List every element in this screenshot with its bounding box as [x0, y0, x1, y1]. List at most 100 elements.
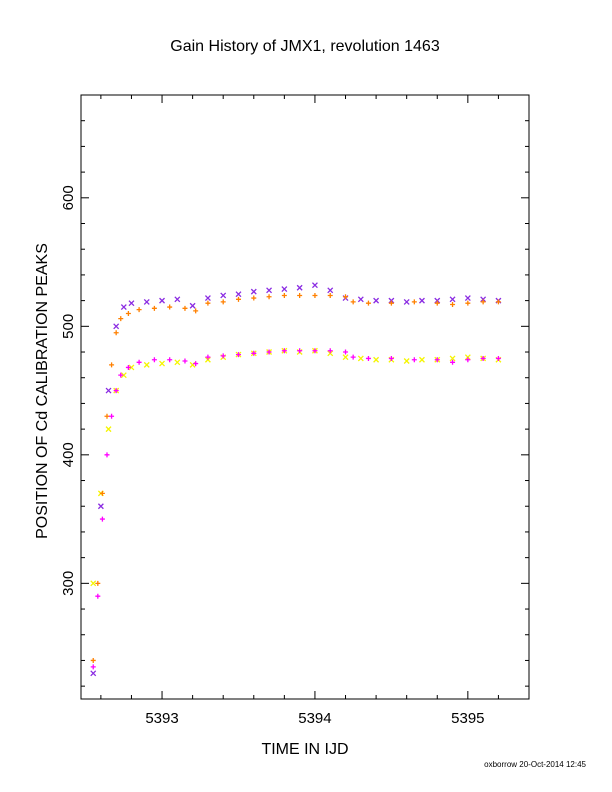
data-point [204, 295, 211, 302]
data-point [159, 360, 165, 367]
data-point [128, 300, 135, 307]
data-point [365, 355, 371, 361]
data-point [464, 295, 471, 302]
data-point [143, 298, 150, 305]
data-point [495, 355, 501, 361]
data-point [109, 413, 115, 419]
data-point [189, 302, 196, 309]
data-point [342, 354, 349, 361]
data-point [251, 295, 257, 301]
data-point [118, 316, 124, 322]
data-point [449, 355, 456, 362]
y-tick-label: 500 [60, 314, 77, 339]
data-point [281, 348, 287, 354]
data-point [99, 490, 105, 496]
data-point [388, 297, 395, 304]
data-point [297, 348, 303, 354]
data-point [464, 354, 471, 361]
data-point [343, 294, 349, 300]
data-point [312, 292, 318, 298]
data-point [266, 349, 272, 355]
data-point [109, 362, 115, 368]
data-point [105, 426, 112, 433]
data-point [365, 300, 371, 306]
data-point [311, 282, 318, 289]
data-point [312, 348, 318, 354]
data-point [125, 364, 131, 370]
data-point [296, 284, 303, 291]
data-point [90, 580, 97, 587]
x-tick-label: 5393 [145, 710, 178, 727]
data-point [136, 307, 142, 313]
data-point [419, 297, 425, 304]
data-point [182, 305, 188, 311]
data-point [95, 593, 101, 599]
data-point [97, 503, 104, 510]
data-point [373, 297, 380, 304]
data-point [450, 359, 456, 365]
data-point [90, 664, 96, 670]
data-point [125, 310, 131, 316]
data-point [182, 358, 188, 364]
data-point [350, 299, 356, 305]
data-point [105, 387, 112, 394]
data-point [143, 361, 150, 368]
data-point [266, 294, 272, 300]
chart-title: Gain History of JMX1, revolution 1463 [170, 38, 440, 55]
data-point [204, 356, 211, 363]
data-point [118, 372, 124, 378]
data-point [113, 330, 119, 336]
data-point [128, 364, 135, 371]
data-point [327, 348, 333, 354]
footer-credit: oxborrow 20-Oct-2014 12:45 [484, 760, 586, 769]
data-point [193, 361, 199, 367]
data-point [113, 323, 120, 330]
data-point [193, 308, 199, 314]
data-point [90, 657, 96, 663]
data-point [167, 304, 173, 310]
data-point [357, 355, 364, 362]
x-axis: 5393 5394 5395 [100, 95, 530, 727]
data-point [281, 292, 287, 298]
y-tick-label: 600 [60, 185, 77, 210]
y-tick-label: 400 [60, 442, 77, 467]
data-point [449, 296, 456, 303]
data-point [465, 357, 471, 363]
data-point [327, 350, 334, 357]
data-point [174, 359, 181, 366]
data-point [281, 286, 288, 293]
data-point [357, 296, 364, 303]
data-point [220, 292, 227, 299]
data-point [136, 359, 142, 365]
series-0 [90, 282, 502, 677]
data-point [151, 305, 157, 311]
x-axis-label: TIME IN IJD [261, 741, 348, 758]
data-point [90, 670, 97, 677]
data-point [104, 413, 110, 419]
data-point [495, 299, 501, 305]
data-point [297, 292, 303, 298]
data-point [151, 357, 157, 363]
data-point [167, 357, 173, 363]
data-point [434, 357, 440, 363]
data-point [95, 580, 101, 586]
data-point [480, 296, 487, 303]
data-point [104, 452, 110, 458]
data-point [251, 350, 257, 356]
x-tick-label: 5394 [298, 710, 331, 727]
data-point [235, 296, 241, 302]
data-point [159, 297, 165, 304]
y-axis: 300 400 500 600 [60, 94, 529, 687]
series-2 [90, 292, 501, 663]
data-point [120, 372, 127, 379]
y-tick-label: 300 [60, 571, 77, 596]
data-point [480, 299, 486, 305]
data-point [120, 304, 127, 311]
data-point [403, 298, 410, 305]
series-1 [90, 347, 502, 587]
data-point [235, 291, 242, 298]
data-point [388, 300, 394, 306]
data-point [434, 300, 440, 306]
data-point [327, 287, 334, 294]
